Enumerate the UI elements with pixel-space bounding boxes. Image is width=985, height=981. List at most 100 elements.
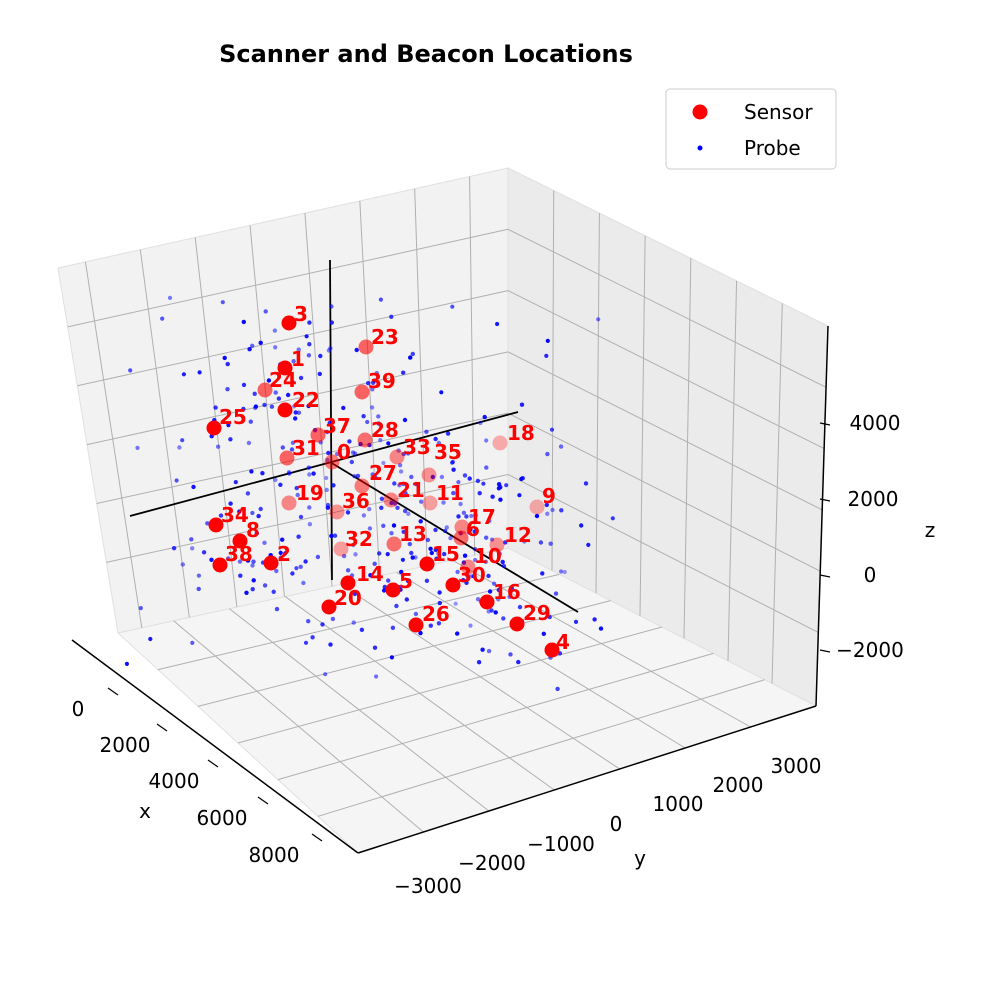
sensor-label: 12 [504, 523, 532, 547]
probe-point [326, 348, 332, 353]
probe-point [461, 510, 467, 515]
probe-point [586, 542, 591, 548]
probe-point [345, 568, 351, 573]
sensor-point [492, 435, 508, 451]
probe-point [296, 534, 301, 539]
legend-sensor-marker [692, 104, 708, 120]
probe-point [293, 410, 298, 415]
sensor-label: 35 [434, 440, 462, 464]
probe-point [410, 555, 415, 560]
probe-point [468, 527, 473, 532]
probe-point [548, 541, 553, 546]
probe-point [545, 511, 550, 516]
probe-point [419, 499, 424, 504]
probe-point [317, 371, 322, 377]
probe-point [386, 578, 391, 583]
probe-point [323, 672, 328, 677]
sensor-point [279, 450, 295, 466]
probe-point [462, 473, 468, 478]
probe-point [573, 619, 579, 625]
probe-point [386, 441, 391, 446]
probe-point [418, 630, 423, 636]
probe-point [500, 559, 505, 565]
probe-point [190, 546, 195, 551]
sensor-label: 2 [277, 542, 291, 566]
probe-point [370, 387, 375, 392]
probe-point [273, 477, 278, 483]
probe-point [256, 513, 261, 519]
sensor-label: 22 [292, 388, 320, 412]
x-axis-line [71, 639, 359, 854]
sensor-label: 26 [422, 602, 450, 626]
probe-point [304, 334, 309, 339]
probe-point [353, 552, 358, 557]
probe-point [547, 615, 552, 620]
probe-point [487, 518, 492, 524]
probe-point [372, 645, 378, 650]
probe-point [418, 519, 423, 524]
probe-point [448, 535, 453, 541]
sensor-point [383, 492, 399, 508]
probe-point [472, 557, 478, 563]
probe-point [496, 587, 501, 593]
probe-point [262, 402, 267, 408]
probe-point [246, 440, 252, 446]
probe-point [501, 616, 506, 621]
y-tick-label: 0 [610, 812, 623, 836]
probe-point [493, 610, 498, 615]
probe-point [444, 525, 449, 530]
probe-point [399, 569, 404, 575]
probe-point [507, 594, 512, 599]
probe-point [400, 557, 405, 562]
x-tick-mark [257, 796, 269, 805]
grid-line [507, 351, 823, 511]
probe-point [280, 537, 285, 542]
probe-point [295, 492, 300, 498]
probe-point [559, 508, 564, 513]
axis-panes [57, 167, 829, 854]
probe-point [406, 578, 412, 583]
probe-point [292, 404, 297, 409]
probe-point [496, 486, 502, 491]
probe-point [522, 539, 527, 544]
sensor-label: 37 [323, 414, 351, 438]
probe-point [462, 553, 468, 558]
probe-point [272, 328, 278, 333]
probe-point [138, 606, 143, 611]
probe-point [347, 439, 352, 444]
probe-point [407, 541, 412, 547]
probe-point [307, 505, 312, 510]
probe-point [392, 481, 397, 486]
probe-point [402, 508, 408, 514]
probe-point [201, 550, 207, 555]
sensor-label: 18 [507, 421, 535, 445]
grid-line [249, 225, 285, 597]
probe-point [296, 410, 302, 415]
probe-point [294, 485, 299, 491]
sensor-label: 29 [523, 601, 551, 625]
probe-point [252, 391, 257, 396]
probe-point [205, 521, 210, 526]
probe-point [241, 319, 246, 325]
probe-point [456, 514, 461, 519]
sensor-point [277, 360, 293, 376]
probe-point [307, 472, 312, 477]
sensor-point [385, 582, 401, 598]
probe-point [544, 502, 549, 508]
probe-point [237, 509, 242, 514]
probe-point [486, 573, 491, 579]
sensor-point [208, 517, 224, 533]
sensor-point [329, 504, 345, 520]
sensor-point [509, 616, 525, 632]
probe-point [390, 625, 396, 630]
probe-point [538, 540, 544, 545]
probe-point [260, 471, 265, 476]
probe-point [504, 483, 509, 488]
probe-point [274, 568, 279, 574]
probe-point [353, 451, 358, 456]
probe-point [545, 338, 550, 343]
probe-point [298, 564, 303, 569]
probe-point [579, 523, 584, 528]
probe-point [544, 353, 549, 358]
probe-point [430, 474, 435, 480]
